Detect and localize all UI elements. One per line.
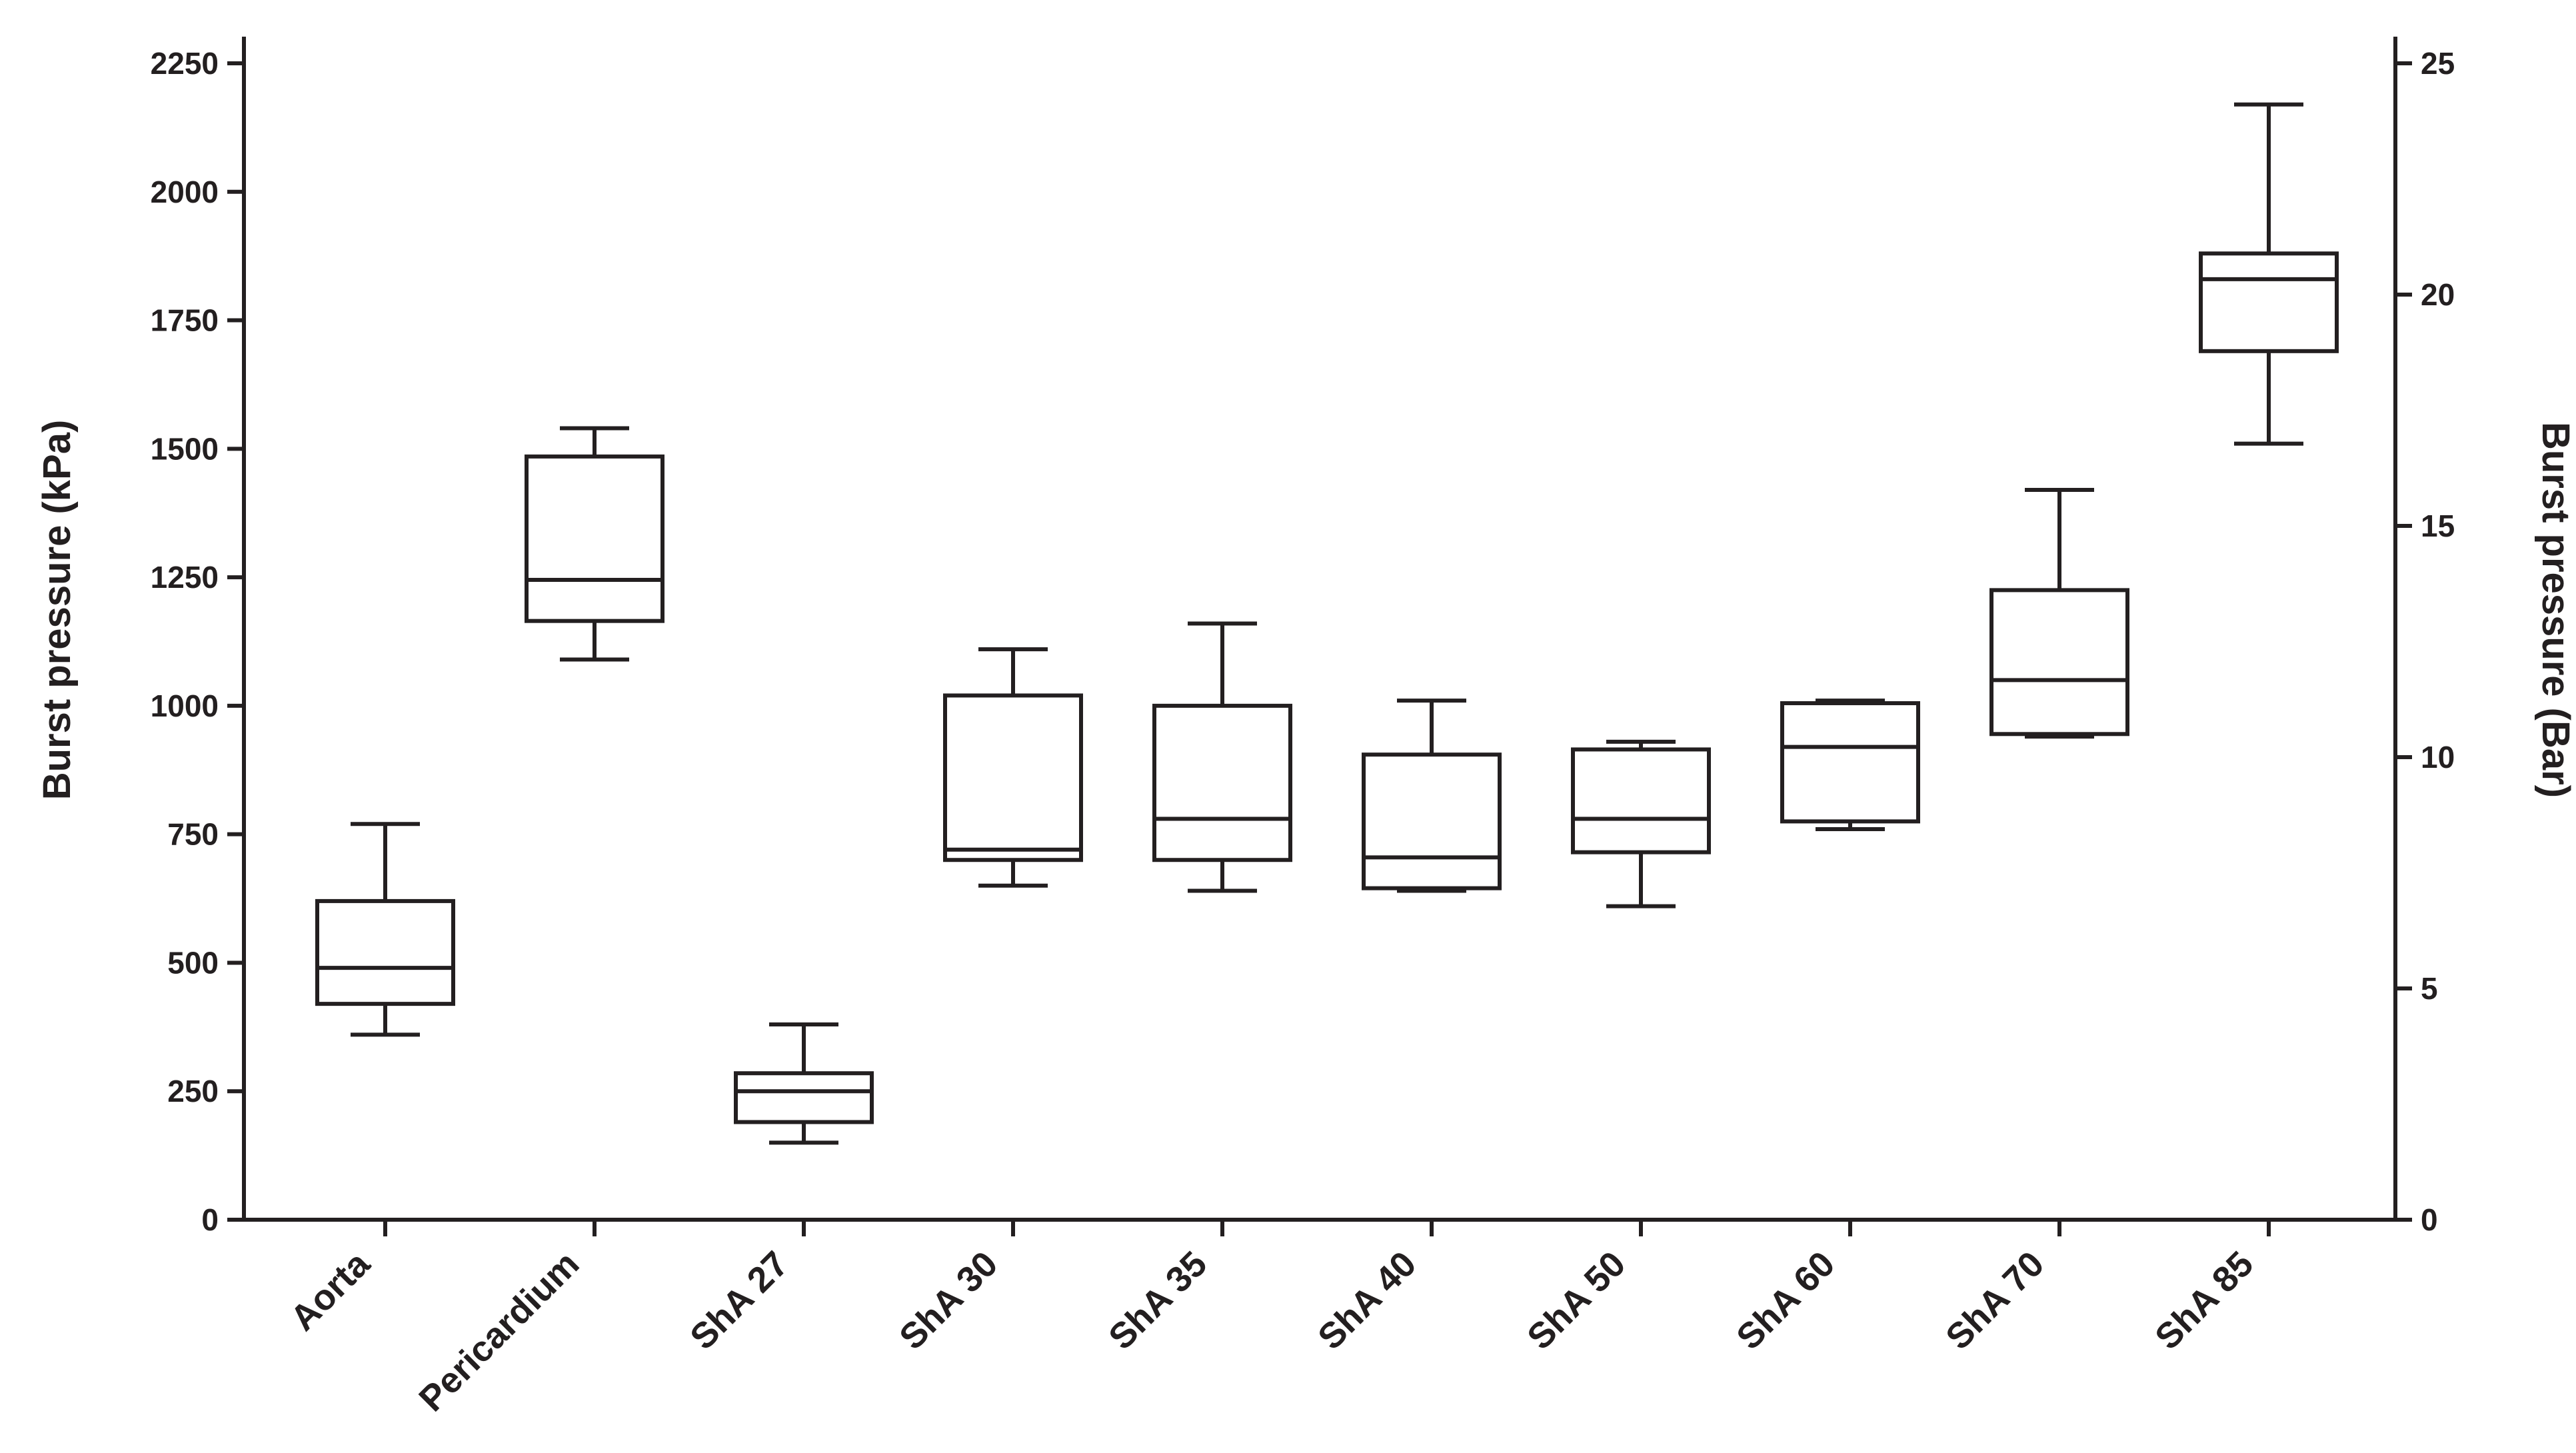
iqr-box <box>525 454 664 623</box>
x-category-label: ShA 60 <box>1729 1244 1842 1357</box>
box-plot-item <box>943 647 1083 888</box>
iqr-box <box>1989 588 2129 736</box>
y2-tick-label: 10 <box>2421 740 2455 774</box>
iqr-box <box>315 898 455 1006</box>
y2-tick-label: 25 <box>2421 46 2455 81</box>
x-category-label: ShA 35 <box>1101 1244 1214 1357</box>
y-tick-label: 2000 <box>151 175 219 209</box>
box-plot-item <box>1152 621 1292 893</box>
x-category-label: ShA 70 <box>1938 1244 2051 1357</box>
x-axis: Aorta Pericardium ShA 27 ShA 30 ShA 35 ShA 40… <box>242 1218 2397 1419</box>
y-tick-label: 1750 <box>151 303 219 338</box>
y-tick-label: 1250 <box>151 560 219 595</box>
y-tick-label: 500 <box>167 945 219 980</box>
left-y-axis: 0 250 500 750 1000 1250 1500 1750 2000 2250 <box>151 37 246 1237</box>
x-category-label: ShA 27 <box>682 1244 796 1357</box>
y-tick-label: 1000 <box>151 689 219 723</box>
iqr-box <box>1780 701 1920 824</box>
x-category-label: ShA 30 <box>892 1244 1005 1357</box>
box-plot-item <box>734 1022 874 1145</box>
iqr-box <box>943 693 1083 862</box>
x-category-label: Pericardium <box>411 1244 587 1419</box>
y2-tick-label: 20 <box>2421 277 2455 312</box>
iqr-box <box>2199 251 2339 353</box>
box-series <box>315 102 2339 1145</box>
y-axis-title: Burst pressure (kPa) <box>35 420 79 800</box>
iqr-box <box>1152 703 1292 862</box>
box-plot-item <box>1989 488 2129 739</box>
y-tick-label: 1500 <box>151 431 219 466</box>
y2-axis-title: Burst pressure (Bar) <box>2534 422 2576 798</box>
box-plot-item <box>1362 699 1502 893</box>
y-tick-label: 750 <box>167 817 219 852</box>
iqr-box <box>1571 747 1711 854</box>
x-category-label: ShA 85 <box>2147 1244 2261 1357</box>
y2-tick-label: 15 <box>2421 509 2455 543</box>
y-tick-label: 0 <box>201 1202 219 1237</box>
box-plot-item <box>1780 699 1920 831</box>
x-category-label: Aorta <box>283 1243 378 1338</box>
x-category-label: ShA 50 <box>1520 1244 1633 1357</box>
iqr-box <box>1362 752 1502 890</box>
box-plot-item <box>1571 739 1711 908</box>
box-plot-item <box>315 822 455 1037</box>
box-plot-item <box>525 426 664 662</box>
y2-tick-label: 0 <box>2421 1202 2438 1237</box>
box-plot-item <box>2199 102 2339 446</box>
iqr-box <box>734 1071 874 1124</box>
y-tick-label: 250 <box>167 1074 219 1108</box>
x-category-label: ShA 40 <box>1310 1244 1424 1357</box>
right-y-axis: 0 5 10 15 20 25 <box>2393 37 2455 1237</box>
y2-tick-label: 5 <box>2421 971 2438 1006</box>
y-tick-label: 2250 <box>151 46 219 81</box>
